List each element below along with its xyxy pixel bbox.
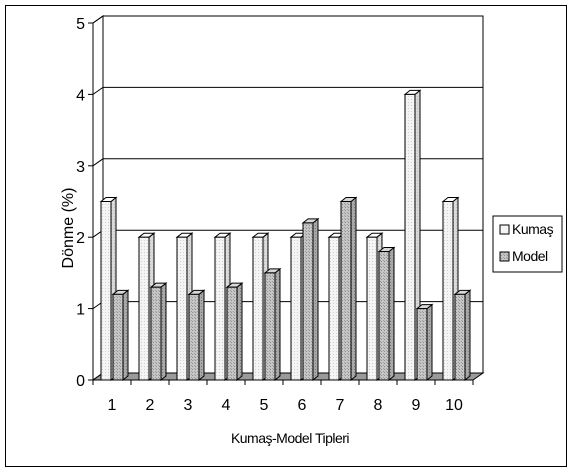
y-tick-label: 4 xyxy=(76,87,85,104)
bar-side xyxy=(122,289,129,382)
bars xyxy=(99,89,472,382)
x-tick-label: 4 xyxy=(222,397,231,414)
y-tick-label: 0 xyxy=(76,373,85,390)
legend-swatch-kumas xyxy=(499,224,510,235)
bar-front xyxy=(188,293,200,381)
bar-side xyxy=(312,217,319,382)
gridline xyxy=(92,158,483,167)
bar-model-9 xyxy=(415,303,434,382)
y-tick-label: 2 xyxy=(76,230,85,247)
x-tick-label: 3 xyxy=(184,397,193,414)
bar-front xyxy=(378,250,390,381)
bar-front xyxy=(340,201,352,381)
bar-model-3 xyxy=(187,289,206,382)
legend-swatch-model xyxy=(499,251,510,262)
bar-model-7 xyxy=(339,196,358,382)
y-tick-label: 3 xyxy=(76,159,85,176)
bar-front xyxy=(454,293,466,381)
bar-front xyxy=(100,201,112,381)
bar-front xyxy=(302,222,314,381)
bar-model-10 xyxy=(453,289,472,382)
bar-side xyxy=(160,282,167,382)
bar-front xyxy=(264,272,276,381)
bar-front xyxy=(226,286,238,381)
bar-front xyxy=(214,236,226,381)
bar-front xyxy=(176,236,188,381)
bar-side xyxy=(388,246,395,382)
gridline xyxy=(92,15,483,24)
x-tick-label: 1 xyxy=(108,397,117,414)
bar-model-5 xyxy=(263,267,282,382)
x-tick-label: 2 xyxy=(146,397,155,414)
bar-side xyxy=(464,289,471,382)
y-tick-label: 1 xyxy=(76,302,85,319)
bar-model-1 xyxy=(111,289,130,382)
x-tick-label: 6 xyxy=(298,397,307,414)
bar-front xyxy=(252,236,264,381)
gridline xyxy=(92,86,483,95)
legend: Kumaş Model xyxy=(492,215,563,273)
x-tick-label: 10 xyxy=(445,397,463,414)
x-tick-labels: 1 2 3 4 5 6 7 8 9 10 xyxy=(92,380,474,414)
bar-front xyxy=(442,201,454,381)
bar-front xyxy=(404,93,416,381)
bar-model-8 xyxy=(377,246,396,382)
bar-side xyxy=(274,267,281,382)
bar-side xyxy=(198,289,205,382)
bar-side xyxy=(350,196,357,382)
bar-front xyxy=(290,236,302,381)
bar-model-4 xyxy=(225,282,244,382)
bar-side xyxy=(426,303,433,382)
legend-label-kumas: Kumaş xyxy=(512,221,554,237)
bar-front xyxy=(112,293,124,381)
y-tick-labels: 0 1 2 3 4 5 xyxy=(76,16,93,390)
bar-model-6 xyxy=(301,217,320,382)
y-axis-title: Dönme (%) xyxy=(60,188,77,269)
y-tick-label: 5 xyxy=(76,16,85,33)
x-tick-label: 8 xyxy=(374,397,383,414)
x-tick-label: 9 xyxy=(412,397,421,414)
bar-front xyxy=(150,286,162,381)
bar-front xyxy=(328,236,340,381)
legend-label-model: Model xyxy=(512,248,548,264)
bar-front xyxy=(416,308,428,381)
bar-model-2 xyxy=(149,282,168,382)
bar-side xyxy=(236,282,243,382)
x-tick-label: 5 xyxy=(260,397,269,414)
bar-front xyxy=(366,236,378,381)
x-axis-title: Kumaş-Model Tipleri xyxy=(231,430,349,446)
bar-front xyxy=(138,236,150,381)
x-tick-label: 7 xyxy=(336,397,345,414)
